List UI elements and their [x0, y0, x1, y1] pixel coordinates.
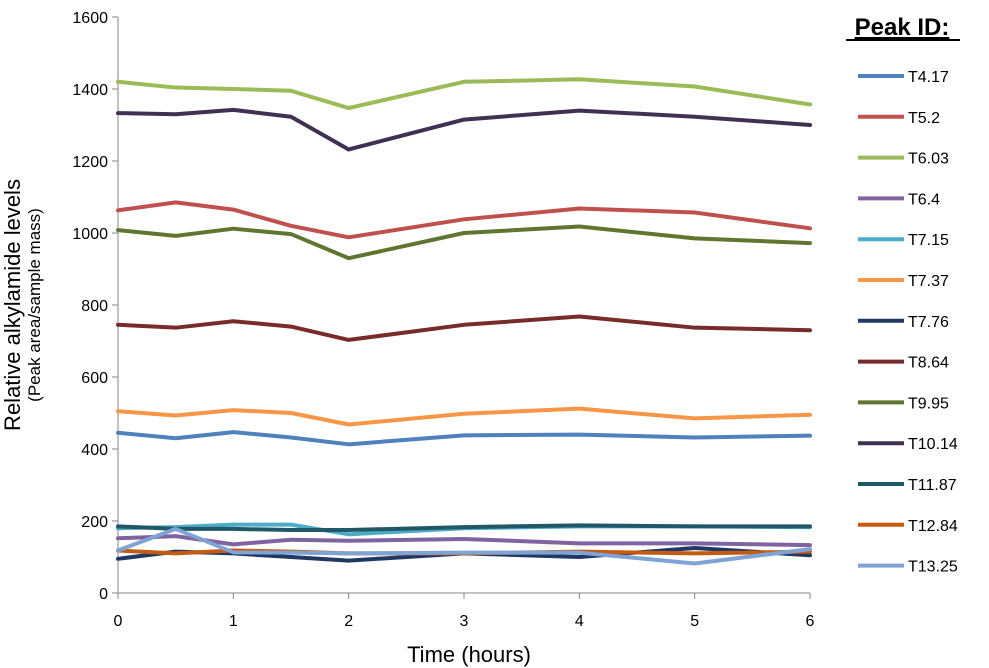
y-tick-label: 1600	[72, 10, 108, 27]
x-tick-label: 4	[575, 613, 584, 630]
y-tick-label: 0	[99, 586, 108, 603]
series-line-t13-25	[116, 526, 812, 566]
y-ticks: 0 200 400 600 800 1000 1200 1400 1600	[72, 10, 118, 603]
legend-label-t11-87: T11.87	[908, 477, 957, 494]
x-tick-label: 1	[229, 613, 238, 630]
legend-label-t7-76: T7.76	[908, 314, 949, 331]
y-axis-subtitle: (Peak area/sample mass)	[25, 208, 44, 402]
y-tick-label: 1000	[72, 226, 108, 243]
x-tick-label: 3	[460, 613, 469, 630]
y-tick-label: 200	[81, 514, 108, 531]
legend-label-t7-15: T7.15	[908, 232, 949, 249]
y-tick-label: 600	[81, 370, 108, 387]
legend-items: T4.17 T5.2 T6.03 T6.4 T7.15 T7.37 T7.76 T8.64 T9…	[858, 69, 958, 576]
legend-label-t9-95: T9.95	[908, 395, 949, 412]
y-tick-label: 800	[81, 298, 108, 315]
legend-title: Peak ID:	[855, 14, 950, 41]
y-tick-label: 1400	[72, 82, 108, 99]
axes	[117, 17, 810, 594]
legend-label-t6-03: T6.03	[908, 151, 949, 168]
legend-label-t8-64: T8.64	[908, 355, 949, 372]
legend-label-t13-25: T13.25	[908, 559, 958, 576]
legend-label-t10-14: T10.14	[908, 436, 958, 453]
series-line-t7-37	[116, 406, 812, 427]
legend-label-t12-84: T12.84	[908, 518, 958, 535]
x-ticks: 0 1 2 3 4 5 6	[114, 593, 815, 630]
legend: Peak ID: T4.17 T5.2 T6.03 T6.4 T7.15 T7.37 T7.…	[846, 14, 960, 576]
x-tick-label: 6	[806, 613, 815, 630]
x-axis-title: Time (hours)	[407, 642, 531, 667]
series-line-t4-17	[116, 430, 812, 447]
y-tick-label: 1200	[72, 154, 108, 171]
legend-label-t6-4: T6.4	[908, 191, 940, 208]
series-lines	[116, 77, 812, 566]
series-line-t5-2	[116, 200, 812, 240]
legend-label-t4-17: T4.17	[908, 69, 949, 86]
series-line-t10-14	[116, 107, 812, 152]
series-line-t11-87	[116, 523, 812, 532]
legend-label-t7-37: T7.37	[908, 273, 949, 290]
series-line-t6-4	[116, 534, 812, 548]
y-axis-title: Relative alkylamide levels	[0, 179, 25, 431]
series-line-t6-03	[116, 77, 812, 111]
y-axis-title-group: Relative alkylamide levels (Peak area/sa…	[0, 179, 44, 431]
series-line-t8-64	[116, 314, 812, 342]
y-tick-label: 400	[81, 442, 108, 459]
x-tick-label: 0	[114, 613, 123, 630]
x-tick-label: 2	[344, 613, 353, 630]
series-line-t9-95	[116, 224, 812, 261]
legend-label-t5-2: T5.2	[908, 110, 940, 127]
x-tick-label: 5	[690, 613, 699, 630]
